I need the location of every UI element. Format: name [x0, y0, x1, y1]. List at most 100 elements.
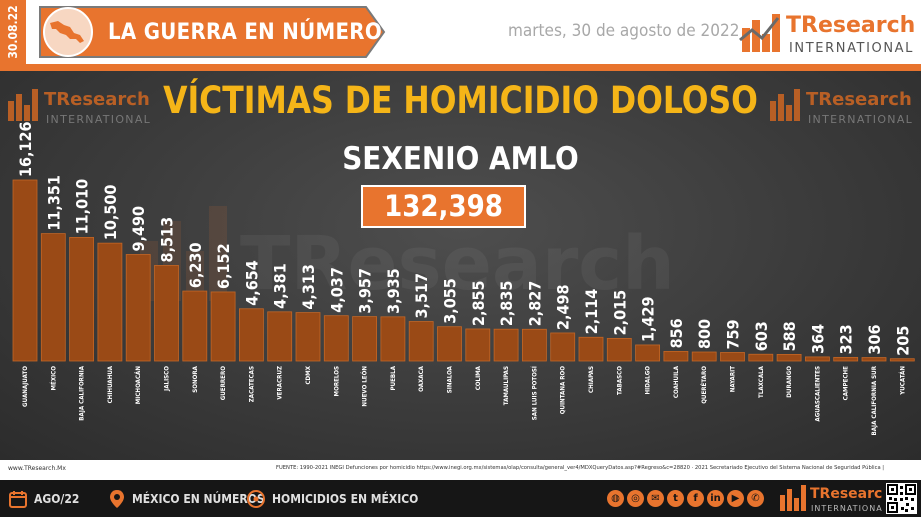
- value-label-17: 2,835: [497, 281, 516, 327]
- bar-9: [267, 311, 293, 362]
- bar-10: [295, 312, 321, 362]
- category-label-25: NAYARIT: [730, 366, 737, 392]
- value-label-31: 205: [893, 326, 912, 356]
- category-label-0: GUANAJUATO: [22, 366, 29, 407]
- source-row: www.TResearch.Mx FUENTE: 1990-2021 INEGI…: [0, 460, 921, 480]
- chart-subtitle: SEXENIO AMLO: [342, 141, 579, 177]
- bar-chart: 16,126 11,351 11,010 10,500 9,490 8,513 6,230 6…: [12, 121, 915, 436]
- category-label-14: OAXACA: [418, 365, 425, 392]
- category-label-22: HIDALGO: [645, 366, 652, 395]
- map-pin-icon: [110, 489, 124, 508]
- category-label-6: SONORA: [192, 365, 199, 392]
- bar-2: [69, 237, 94, 362]
- category-label-17: TAMAULIPAS: [503, 366, 510, 405]
- value-label-4: 9,490: [129, 206, 148, 252]
- bar-0: [12, 179, 38, 362]
- bar-27: [776, 354, 802, 362]
- bar-4: [125, 254, 151, 362]
- chart-title: VÍCTIMAS DE HOMICIDIO DOLOSO: [163, 79, 758, 123]
- site-url[interactable]: www.TResearch.Mx: [8, 465, 66, 472]
- value-labels-layer: 16,126 11,351 11,010 10,500 9,490 8,513 6,230 6…: [16, 121, 912, 355]
- footer-homicides-item[interactable]: HOMICIDIOS EN MÉXICO: [246, 480, 418, 517]
- value-label-23: 856: [667, 318, 686, 348]
- bar-17: [493, 328, 519, 362]
- value-label-10: 4,313: [299, 264, 318, 310]
- value-label-6: 6,230: [186, 243, 205, 289]
- logo-bars-icon: [739, 14, 780, 52]
- value-label-9: 4,381: [271, 263, 290, 309]
- date-strip: 30.08.22: [0, 0, 26, 64]
- qr-code-icon[interactable]: [886, 483, 917, 514]
- bar-11: [323, 315, 349, 362]
- bar-30: [861, 357, 887, 362]
- value-label-7: 6,152: [214, 243, 233, 289]
- category-label-27: DURANGO: [786, 366, 793, 398]
- value-label-3: 10,500: [101, 185, 120, 241]
- web-icon[interactable]: ◍: [607, 490, 624, 507]
- category-label-3: CHIHUAHUA: [107, 365, 114, 403]
- chat-icon: [247, 489, 265, 508]
- category-label-2: BAJA CALIFORNIA: [79, 365, 86, 420]
- bar-25: [720, 352, 745, 362]
- footer-logo[interactable]: TResearch INTERNATIONAL: [778, 483, 882, 515]
- right-logo-sub: INTERNATIONAL: [808, 113, 913, 126]
- bar-3: [97, 242, 123, 362]
- category-label-5: JALISCO: [164, 366, 171, 392]
- footer-date-item[interactable]: AGO/22: [8, 480, 79, 517]
- twitter-icon[interactable]: t: [667, 490, 684, 507]
- whatsapp-icon[interactable]: ✆: [747, 490, 764, 507]
- value-label-0: 16,126: [16, 121, 35, 177]
- value-label-24: 800: [695, 319, 714, 349]
- bars-layer: [12, 179, 915, 362]
- footer-mexico-numbers-label: MÉXICO EN NÚMEROS: [132, 491, 265, 506]
- facebook-icon[interactable]: f: [687, 490, 704, 507]
- accent-line: [0, 64, 921, 71]
- value-label-18: 2,827: [525, 281, 544, 327]
- header-date: martes, 30 de agosto de 2022: [508, 21, 740, 41]
- footer-homicides-label: HOMICIDIOS EN MÉXICO: [272, 491, 419, 506]
- value-label-2: 11,010: [73, 179, 92, 235]
- value-label-5: 8,513: [158, 217, 177, 263]
- left-watermark-logo: TResearch INTERNATIONAL: [8, 89, 150, 126]
- bar-23: [663, 350, 689, 362]
- category-label-11: MORELOS: [333, 366, 340, 396]
- category-label-23: COAHUILA: [673, 365, 680, 398]
- footer-mexico-numbers-item[interactable]: MÉXICO EN NÚMEROS: [108, 480, 265, 517]
- bar-20: [578, 336, 604, 362]
- value-label-20: 2,114: [582, 289, 601, 335]
- right-logo-bars-icon: [770, 89, 800, 121]
- email-icon[interactable]: ✉: [647, 490, 664, 507]
- bar-5: [154, 265, 179, 362]
- bar-12: [352, 316, 378, 362]
- category-label-12: NUEVO LEÓN: [360, 366, 369, 407]
- bar-7: [210, 291, 236, 362]
- bar-18: [522, 328, 547, 362]
- category-label-10: CDMX: [305, 365, 312, 384]
- header-logo[interactable]: TResearch INTERNATIONAL: [738, 8, 914, 60]
- linkedin-icon[interactable]: in: [707, 490, 724, 507]
- source-citation: FUENTE: 1990-2021 INEGI Defunciones por …: [276, 465, 885, 471]
- value-label-22: 1,429: [639, 296, 658, 342]
- category-label-26: TLAXCALA: [758, 365, 765, 398]
- value-label-15: 3,055: [441, 278, 460, 324]
- chart-panel: TResearch TResearch INTERNATIONAL TResea…: [0, 71, 921, 460]
- category-label-20: CHIAPAS: [588, 366, 595, 393]
- header-logo-sub: INTERNATIONAL: [789, 41, 914, 56]
- bar-16: [465, 328, 491, 362]
- left-logo-word: TResearch: [44, 89, 150, 110]
- category-label-9: VERACRUZ: [277, 366, 284, 400]
- bar-6: [182, 290, 208, 362]
- value-label-28: 364: [808, 324, 827, 354]
- right-logo-word: TResearch: [806, 89, 912, 110]
- footer-date-label: AGO/22: [34, 491, 80, 506]
- instagram-icon[interactable]: ◎: [627, 490, 644, 507]
- bar-1: [40, 233, 66, 362]
- value-label-11: 4,037: [327, 267, 346, 313]
- youtube-icon[interactable]: ▶: [727, 490, 744, 507]
- calendar-icon: [9, 490, 27, 508]
- date-short: 30.08.22: [6, 5, 20, 59]
- section-tab: [39, 6, 386, 58]
- category-label-4: MICHOACÁN: [133, 366, 142, 405]
- bar-21: [606, 337, 632, 362]
- category-label-31: YUCATÁN: [897, 366, 906, 396]
